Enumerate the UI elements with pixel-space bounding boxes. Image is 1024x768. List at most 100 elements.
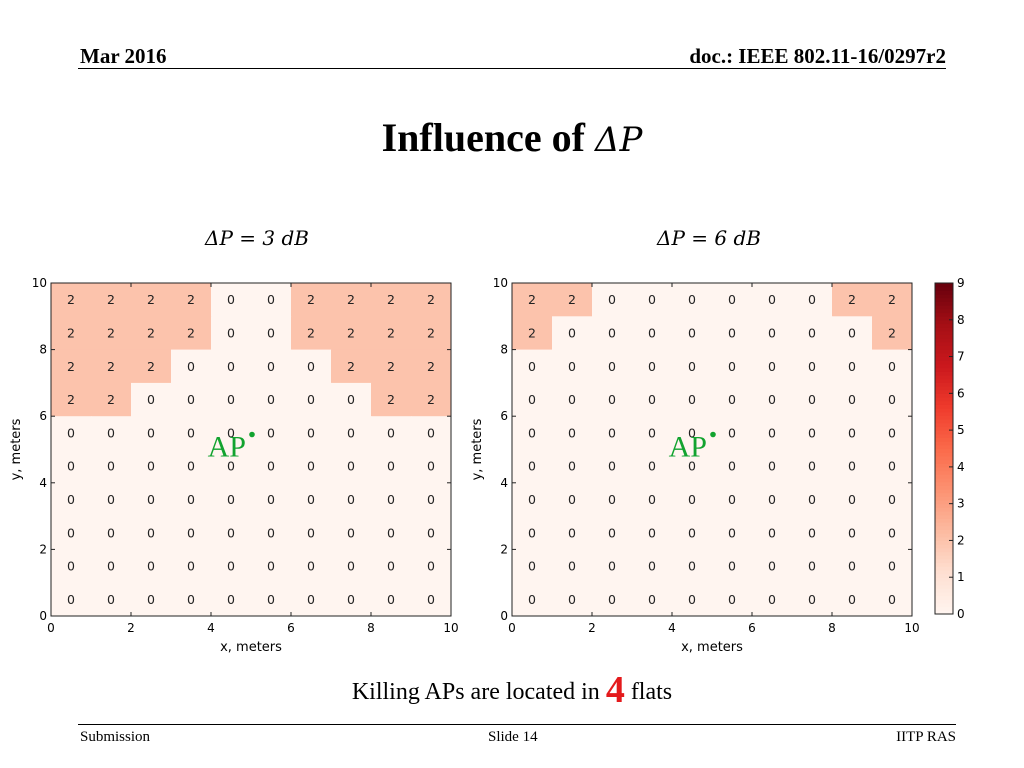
heatmap-cell <box>592 382 633 417</box>
heatmap-cell <box>832 349 873 384</box>
colorbar-segment <box>935 569 953 575</box>
heatmap-cell <box>552 482 593 517</box>
colorbar: 0 1 2 3 4 5 6 7 8 9 <box>934 276 965 621</box>
cell-value-label: 0 <box>608 525 616 540</box>
cell-value-label: 0 <box>347 525 355 540</box>
cell-value-label: 0 <box>688 459 696 474</box>
cell-value-label: 0 <box>307 425 315 440</box>
cell-value-label: 0 <box>608 425 616 440</box>
heatmap-cell <box>331 283 372 317</box>
cell-value-label: 0 <box>648 492 656 507</box>
heatmap-cell <box>872 449 913 484</box>
heatmap-cell <box>251 482 292 517</box>
plot-frame <box>511 282 913 617</box>
heatmap-panel-1: 2 2 2 2 0 0 2 2 2 2 2 2 2 2 0 0 2 2 2 2 2 2 2 0 0 0 0 2 2 2 2 2 0 0 0 0 0 0 2 2… <box>9 276 459 655</box>
heatmap-cell <box>712 416 753 450</box>
cell-value-label: 0 <box>267 525 275 540</box>
cell-value-label: 0 <box>688 325 696 340</box>
colorbar-segment <box>935 448 953 453</box>
cell-value-label: 0 <box>427 592 435 607</box>
cell-value-label: 0 <box>528 359 536 374</box>
cell-value-label: 0 <box>427 525 435 540</box>
cell-value-label: 0 <box>67 492 75 507</box>
heatmap-cell <box>411 416 452 450</box>
cell-value-label: 0 <box>888 559 896 574</box>
cell-value-label: 0 <box>608 592 616 607</box>
x-tick-label: 8 <box>828 621 836 635</box>
heatmap-cell <box>91 582 132 617</box>
cell-value-label: 0 <box>227 425 235 440</box>
heatmap-cell <box>91 449 132 484</box>
heatmap-cell <box>672 482 713 517</box>
heatmap-cell <box>211 382 252 417</box>
heatmap-cell <box>291 449 332 484</box>
colorbar-segment <box>935 301 953 306</box>
cell-value-label: 0 <box>227 392 235 407</box>
cell-value-label: 0 <box>107 425 115 440</box>
cell-value-label: 2 <box>427 359 435 374</box>
colorbar-segment <box>935 415 953 420</box>
cell-value-label: 0 <box>347 392 355 407</box>
colorbar-segment <box>935 529 953 534</box>
heatmap-cell <box>331 349 372 384</box>
heatmap-cell <box>331 549 372 584</box>
cell-value-label: 0 <box>888 425 896 440</box>
heatmap-cell <box>632 449 673 484</box>
cell-value-label: 0 <box>528 392 536 407</box>
cell-value-label: 0 <box>568 459 576 474</box>
cell-value-label: 0 <box>728 359 736 374</box>
colorbar-segment <box>935 591 953 597</box>
heatmap-cell <box>171 582 212 617</box>
cell-value-label: 0 <box>568 425 576 440</box>
colorbar-segment <box>935 433 953 439</box>
y-tick-label: 4 <box>39 476 47 490</box>
cell-value-label: 0 <box>688 392 696 407</box>
cell-value-label: 0 <box>227 292 235 307</box>
cell-value-label: 0 <box>267 292 275 307</box>
cell-value-label: 0 <box>808 359 816 374</box>
cell-value-label: 0 <box>888 392 896 407</box>
colorbar-tick-label: 4 <box>957 460 965 474</box>
cell-value-label: 0 <box>648 392 656 407</box>
footer-slide-number: Slide 14 <box>488 729 538 745</box>
cell-value-label: 0 <box>768 559 776 574</box>
cell-value-label: 0 <box>608 325 616 340</box>
cell-value-label: 0 <box>888 525 896 540</box>
cell-value-label: 0 <box>67 525 75 540</box>
heatmap-cell <box>872 549 913 584</box>
cell-value-label: 2 <box>387 292 395 307</box>
heatmap-cell <box>251 349 292 384</box>
heatmap-cell <box>211 516 252 550</box>
cell-value-label: 0 <box>187 459 195 474</box>
heatmap-cell <box>872 283 913 317</box>
cell-value-label: 0 <box>848 425 856 440</box>
colorbar-segment <box>935 411 953 416</box>
cell-value-label: 0 <box>568 492 576 507</box>
heatmap-cell <box>792 316 833 351</box>
colorbar-segment <box>935 327 953 332</box>
heatmap-cell <box>512 449 553 484</box>
heatmap-cell <box>592 283 633 317</box>
y-axis-label: y, meters <box>470 418 485 480</box>
heatmap-cell <box>211 549 252 584</box>
heatmap-cell <box>131 382 172 417</box>
colorbar-segment <box>935 378 953 383</box>
x-tick-label: 10 <box>443 621 458 635</box>
colorbar-tick-label: 6 <box>957 386 965 400</box>
colorbar-segment <box>935 481 953 486</box>
cell-value-label: 0 <box>688 425 696 440</box>
colorbar-segment <box>935 393 953 398</box>
heatmap-cell <box>171 482 212 517</box>
colorbar-segment <box>935 352 953 358</box>
x-tick-label: 6 <box>287 621 295 635</box>
cell-value-label: 0 <box>387 459 395 474</box>
colorbar-segment <box>935 400 953 405</box>
x-tick-label: 4 <box>668 621 676 635</box>
heatmap-cell <box>872 316 913 351</box>
heatmap-cell <box>872 516 913 550</box>
colorbar-segment <box>935 588 953 593</box>
heatmap-cell <box>291 283 332 317</box>
heatmap-cell <box>832 283 873 317</box>
colorbar-segment <box>935 485 953 490</box>
